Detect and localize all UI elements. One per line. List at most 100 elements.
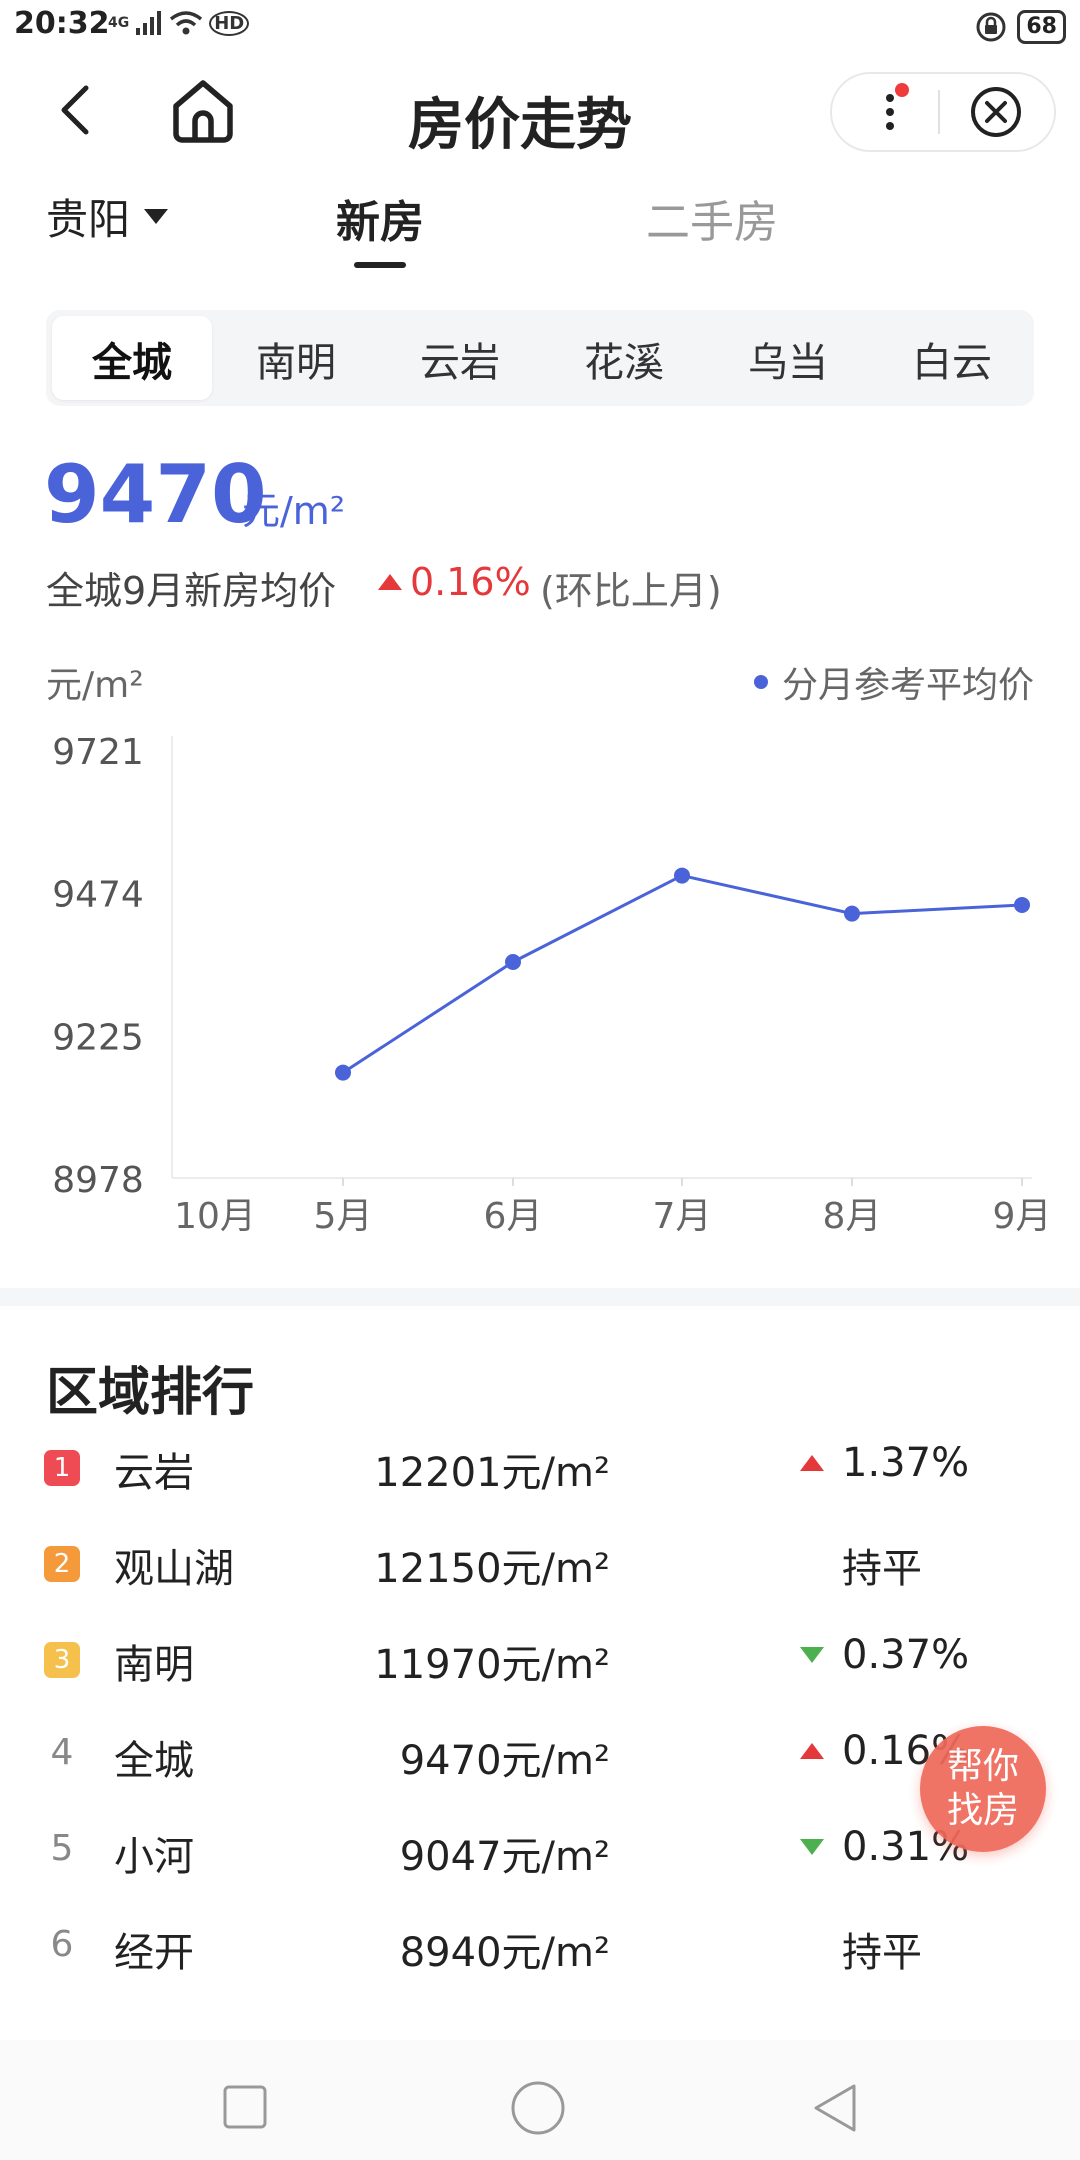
ranking-row[interactable]: 3 南明 11970元/m² 0.37% (0, 1632, 1080, 1728)
district-tab-nanming[interactable]: 南明 (256, 340, 336, 386)
dropdown-arrow-icon (144, 208, 169, 224)
y-tick-label: 9225 (52, 1018, 144, 1059)
price-change: 0.16% (378, 560, 531, 604)
data-point[interactable] (1014, 896, 1030, 913)
rank-change-value: 0.37% (842, 1632, 970, 1678)
more-options-icon[interactable] (870, 82, 910, 142)
price-unit: 元/m² (242, 489, 346, 533)
ranking-row[interactable]: 2 观山湖 12150元/m² 持平 (0, 1536, 1080, 1632)
page-title: 房价走势 (408, 93, 632, 158)
rank-number: 4 (50, 1732, 74, 1773)
rank-price: 9470元/m² (399, 1738, 610, 1784)
data-point[interactable] (844, 905, 860, 922)
lock-rotation-icon (976, 12, 1006, 42)
capsule-divider (938, 90, 940, 134)
rank-change-value: 1.37% (842, 1440, 970, 1486)
down-arrow-icon (800, 1839, 824, 1855)
rank-change: 持平 (842, 1546, 922, 1592)
close-icon[interactable] (968, 84, 1024, 140)
battery-indicator: 68 (1017, 10, 1066, 44)
city-name: 贵阳 (46, 195, 131, 244)
tab-indicator (354, 262, 406, 268)
rank-price: 8940元/m² (399, 1930, 610, 1976)
mini-program-capsule (830, 72, 1056, 152)
tab-second-hand[interactable]: 二手房 (646, 197, 778, 248)
y-tick-label: 8978 (52, 1160, 144, 1201)
rank-change: 持平 (842, 1930, 922, 1976)
data-point[interactable] (674, 867, 690, 884)
rank-district-name: 南明 (114, 1642, 194, 1688)
average-price: 9470 (44, 448, 267, 541)
rank-district-name: 观山湖 (114, 1546, 234, 1592)
rank-price: 11970元/m² (374, 1642, 610, 1688)
x-tick-label: 7月 (653, 1196, 712, 1237)
home-button-icon[interactable] (510, 2080, 566, 2136)
x-tick-label: 10月 (174, 1196, 256, 1237)
district-tab-huaxi[interactable]: 花溪 (584, 340, 664, 386)
x-tick-label: 9月 (993, 1196, 1052, 1237)
rank-district-name: 经开 (114, 1930, 194, 1976)
tab-new-house[interactable]: 新房 (336, 197, 424, 248)
rank-badge: 3 (44, 1642, 80, 1678)
rank-number: 5 (50, 1828, 74, 1869)
district-tab-wudang[interactable]: 乌当 (748, 340, 828, 386)
rank-district-name: 云岩 (114, 1450, 194, 1496)
section-divider (0, 1288, 1080, 1306)
data-point[interactable] (505, 953, 521, 970)
rank-price: 12201元/m² (374, 1450, 610, 1496)
y-tick-label: 9721 (52, 732, 144, 773)
network-label: 4G (108, 15, 130, 31)
x-tick-label: 8月 (823, 1196, 882, 1237)
rank-change: 1.37% (800, 1440, 969, 1486)
rank-price: 9047元/m² (399, 1834, 610, 1880)
rank-change: 0.37% (800, 1632, 969, 1678)
wifi-icon (170, 11, 203, 35)
back-button-icon[interactable] (810, 2082, 858, 2134)
fab-line1: 帮你 (946, 1746, 1019, 1787)
system-navigation-bar (0, 2040, 1080, 2160)
district-tab-baiyun[interactable]: 白云 (912, 340, 992, 386)
ranking-row[interactable]: 1 云岩 12201元/m² 1.37% (0, 1440, 1080, 1536)
ranking-row[interactable]: 5 小河 9047元/m² 0.31% (0, 1824, 1080, 1920)
district-tab-yunyan[interactable]: 云岩 (420, 340, 500, 386)
rank-district-name: 小河 (114, 1834, 194, 1880)
rank-badge: 2 (44, 1546, 80, 1582)
status-time: 20:32 (14, 6, 110, 41)
up-arrow-icon (378, 574, 402, 590)
signal-icon (136, 11, 162, 35)
help-find-house-button[interactable]: 帮你 找房 (920, 1726, 1046, 1852)
back-arrow-icon[interactable] (48, 80, 108, 140)
price-change-note: (环比上月) (540, 569, 722, 613)
ranking-row[interactable]: 6 经开 8940元/m² 持平 (0, 1920, 1080, 2016)
rank-badge: 1 (44, 1450, 80, 1486)
legend-label: 分月参考平均价 (781, 665, 1034, 706)
fab-line2: 找房 (946, 1790, 1019, 1831)
recent-apps-icon[interactable] (222, 2084, 268, 2130)
home-icon[interactable] (168, 76, 238, 146)
rank-price: 12150元/m² (374, 1546, 610, 1592)
hd-icon: HD (209, 10, 250, 36)
chart-legend: 分月参考平均价 (753, 656, 1034, 708)
x-tick-label: 6月 (484, 1196, 543, 1237)
series-line (342, 873, 1023, 1074)
city-selector[interactable]: 贵阳 (46, 186, 169, 247)
up-arrow-icon (800, 1743, 824, 1759)
district-active-highlight (52, 316, 212, 400)
price-description: 全城9月新房均价 (46, 569, 337, 613)
ranking-row[interactable]: 4 全城 9470元/m² 0.16% (0, 1728, 1080, 1824)
y-tick-label: 9474 (52, 874, 144, 915)
price-change-value: 0.16% (410, 560, 531, 604)
up-arrow-icon (800, 1455, 824, 1471)
rank-number: 6 (50, 1924, 74, 1965)
rank-district-name: 全城 (114, 1738, 194, 1784)
legend-dot (753, 675, 768, 689)
x-tick-label: 5月 (314, 1196, 373, 1237)
data-point[interactable] (335, 1064, 351, 1081)
district-tab-all[interactable]: 全城 (92, 340, 172, 386)
status-bar: 20:32 4G HD 68 (0, 0, 1080, 56)
down-arrow-icon (800, 1647, 824, 1663)
status-right: 68 (975, 10, 1066, 44)
status-network: 4G HD (108, 10, 250, 36)
price-trend-chart: 9721 9474 9225 8978 10月 5月 6月 7月 8月 9月 (52, 732, 1052, 1237)
chart-y-unit: 元/m² (46, 665, 144, 706)
